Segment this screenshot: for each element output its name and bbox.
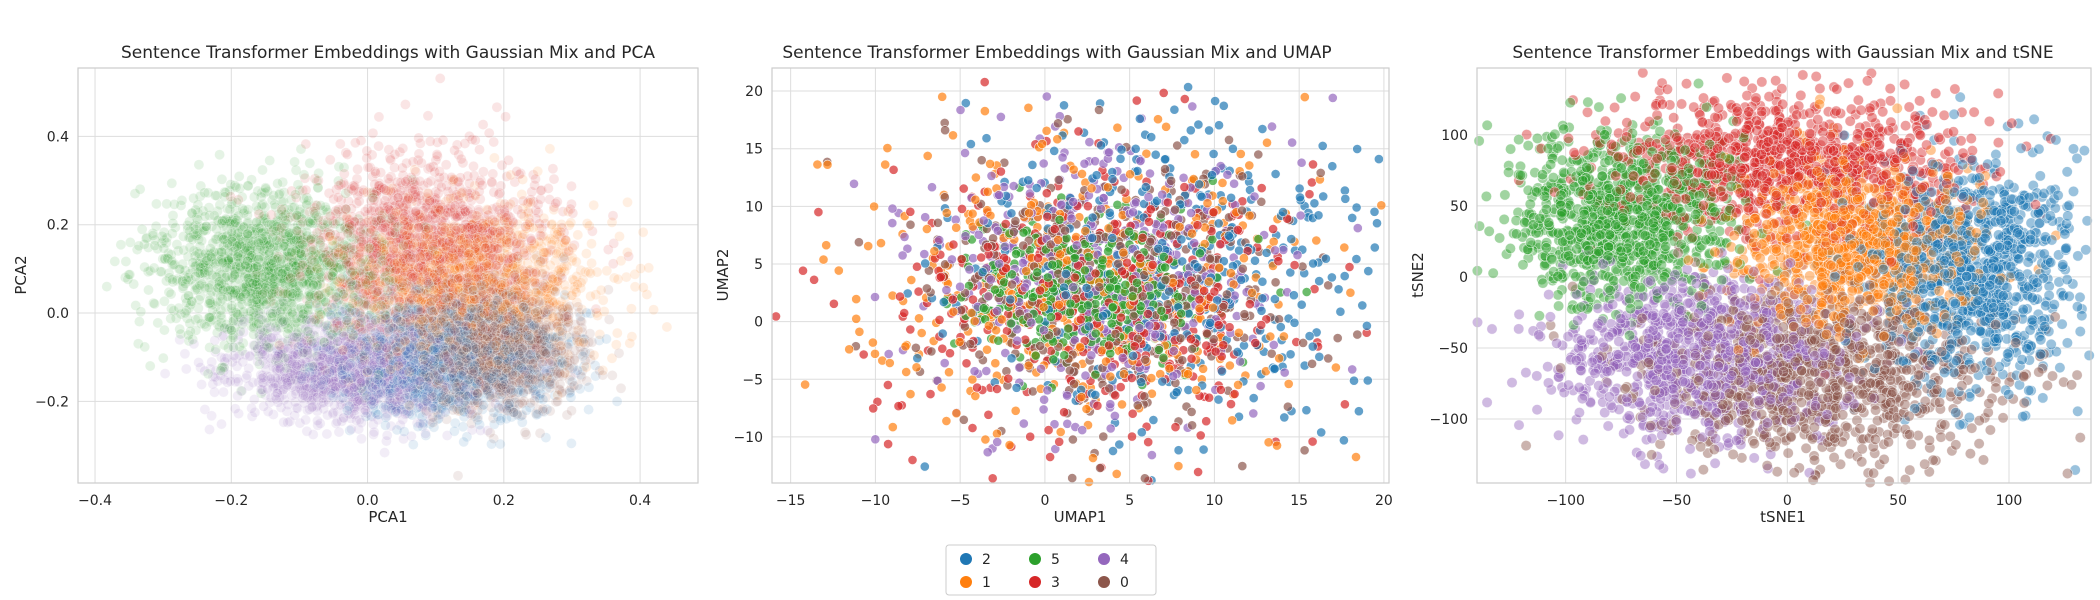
scatter-point <box>252 226 264 237</box>
chart-title: Sentence Transformer Embeddings with Gau… <box>121 43 655 63</box>
scatter-point <box>611 327 623 339</box>
scatter-point <box>211 309 222 321</box>
scatter-point <box>196 379 207 390</box>
scatter-point <box>267 252 279 264</box>
scatter-point <box>478 166 489 177</box>
scatter-point <box>607 210 619 221</box>
scatter-point <box>516 357 528 368</box>
scatter-point <box>434 73 446 84</box>
scatter-point <box>407 439 419 450</box>
chart-pca: Sentence Transformer Embeddings with Gau… <box>12 43 699 526</box>
scatter-point <box>458 436 470 448</box>
scatter-point <box>500 111 511 122</box>
scatter-point <box>601 333 612 345</box>
scatter-point <box>373 140 384 152</box>
scatter-point <box>456 247 467 259</box>
scatter-point <box>255 369 267 381</box>
scatter-point <box>447 286 458 297</box>
scatter-point <box>588 349 600 361</box>
scatter-point <box>218 386 229 398</box>
scatter-point <box>378 202 389 214</box>
scatter-point <box>216 174 228 185</box>
scatter-point <box>452 470 464 482</box>
scatter-point <box>426 350 438 362</box>
scatter-point <box>321 428 333 440</box>
scatter-point <box>115 239 127 250</box>
scatter-point <box>413 132 425 144</box>
scatter-point <box>415 283 427 295</box>
scatter-point <box>403 339 415 351</box>
scatter-point <box>193 159 205 170</box>
scatter-point <box>257 164 268 176</box>
scatter-point <box>622 197 633 208</box>
scatter-point <box>304 265 316 277</box>
scatter-point <box>615 382 627 394</box>
scatter-point <box>373 111 385 123</box>
scatter-point <box>508 353 519 365</box>
scatter-point <box>334 138 346 150</box>
scatter-point <box>367 127 379 139</box>
scatter-point <box>289 409 300 421</box>
scatter-point <box>209 335 221 346</box>
scatter-point <box>489 347 500 358</box>
scatter-point <box>456 356 468 368</box>
scatter-point <box>135 306 147 318</box>
scatter-point <box>360 388 372 400</box>
points <box>101 73 673 482</box>
scatter-point <box>581 218 593 229</box>
scatter-point <box>158 352 169 364</box>
scatter-point <box>572 229 584 241</box>
scatter-point <box>379 447 390 458</box>
plot-area <box>78 68 698 483</box>
scatter-point <box>661 321 673 333</box>
scatter-point <box>300 138 312 150</box>
scatter-point <box>258 251 270 263</box>
scatter-point <box>398 426 410 437</box>
scatter-point <box>544 143 556 155</box>
scatter-point <box>120 256 132 267</box>
scatter-point <box>373 312 385 324</box>
scatter-point <box>606 370 618 381</box>
scatter-point <box>501 310 512 322</box>
scatter-point <box>626 303 637 315</box>
scatter-point <box>585 290 596 302</box>
scatter-point <box>509 262 521 274</box>
scatter-point <box>342 149 353 160</box>
scatter-point <box>496 367 508 378</box>
scatter-point <box>565 391 577 403</box>
scatter-point <box>422 110 434 122</box>
scatter-point <box>300 184 312 196</box>
gridlines <box>78 68 698 483</box>
scatter-point <box>366 352 378 364</box>
scatter-point <box>179 348 191 360</box>
scatter-point <box>611 396 623 407</box>
scatter-point <box>204 424 215 435</box>
scatter-point <box>463 309 474 321</box>
scatter-point <box>481 249 493 261</box>
scatter-point <box>264 155 276 166</box>
scatter-point <box>474 144 485 155</box>
scatter-point <box>229 403 241 415</box>
scatter-point <box>548 173 560 185</box>
scatter-point <box>278 416 290 428</box>
scatter-point <box>586 238 597 249</box>
scatter-point <box>534 427 546 439</box>
scatter-point <box>181 312 193 324</box>
scatter-point <box>583 404 594 415</box>
scatter-point <box>491 101 503 113</box>
scatter-point <box>324 154 336 166</box>
scatter-point <box>356 433 367 445</box>
scatter-point <box>143 284 154 296</box>
scatter-point <box>588 199 600 211</box>
scatter-point <box>109 256 121 267</box>
scatter-point <box>403 408 415 420</box>
scatter-point <box>489 152 500 164</box>
scatter-point <box>441 251 452 263</box>
scatter-point <box>468 161 479 172</box>
